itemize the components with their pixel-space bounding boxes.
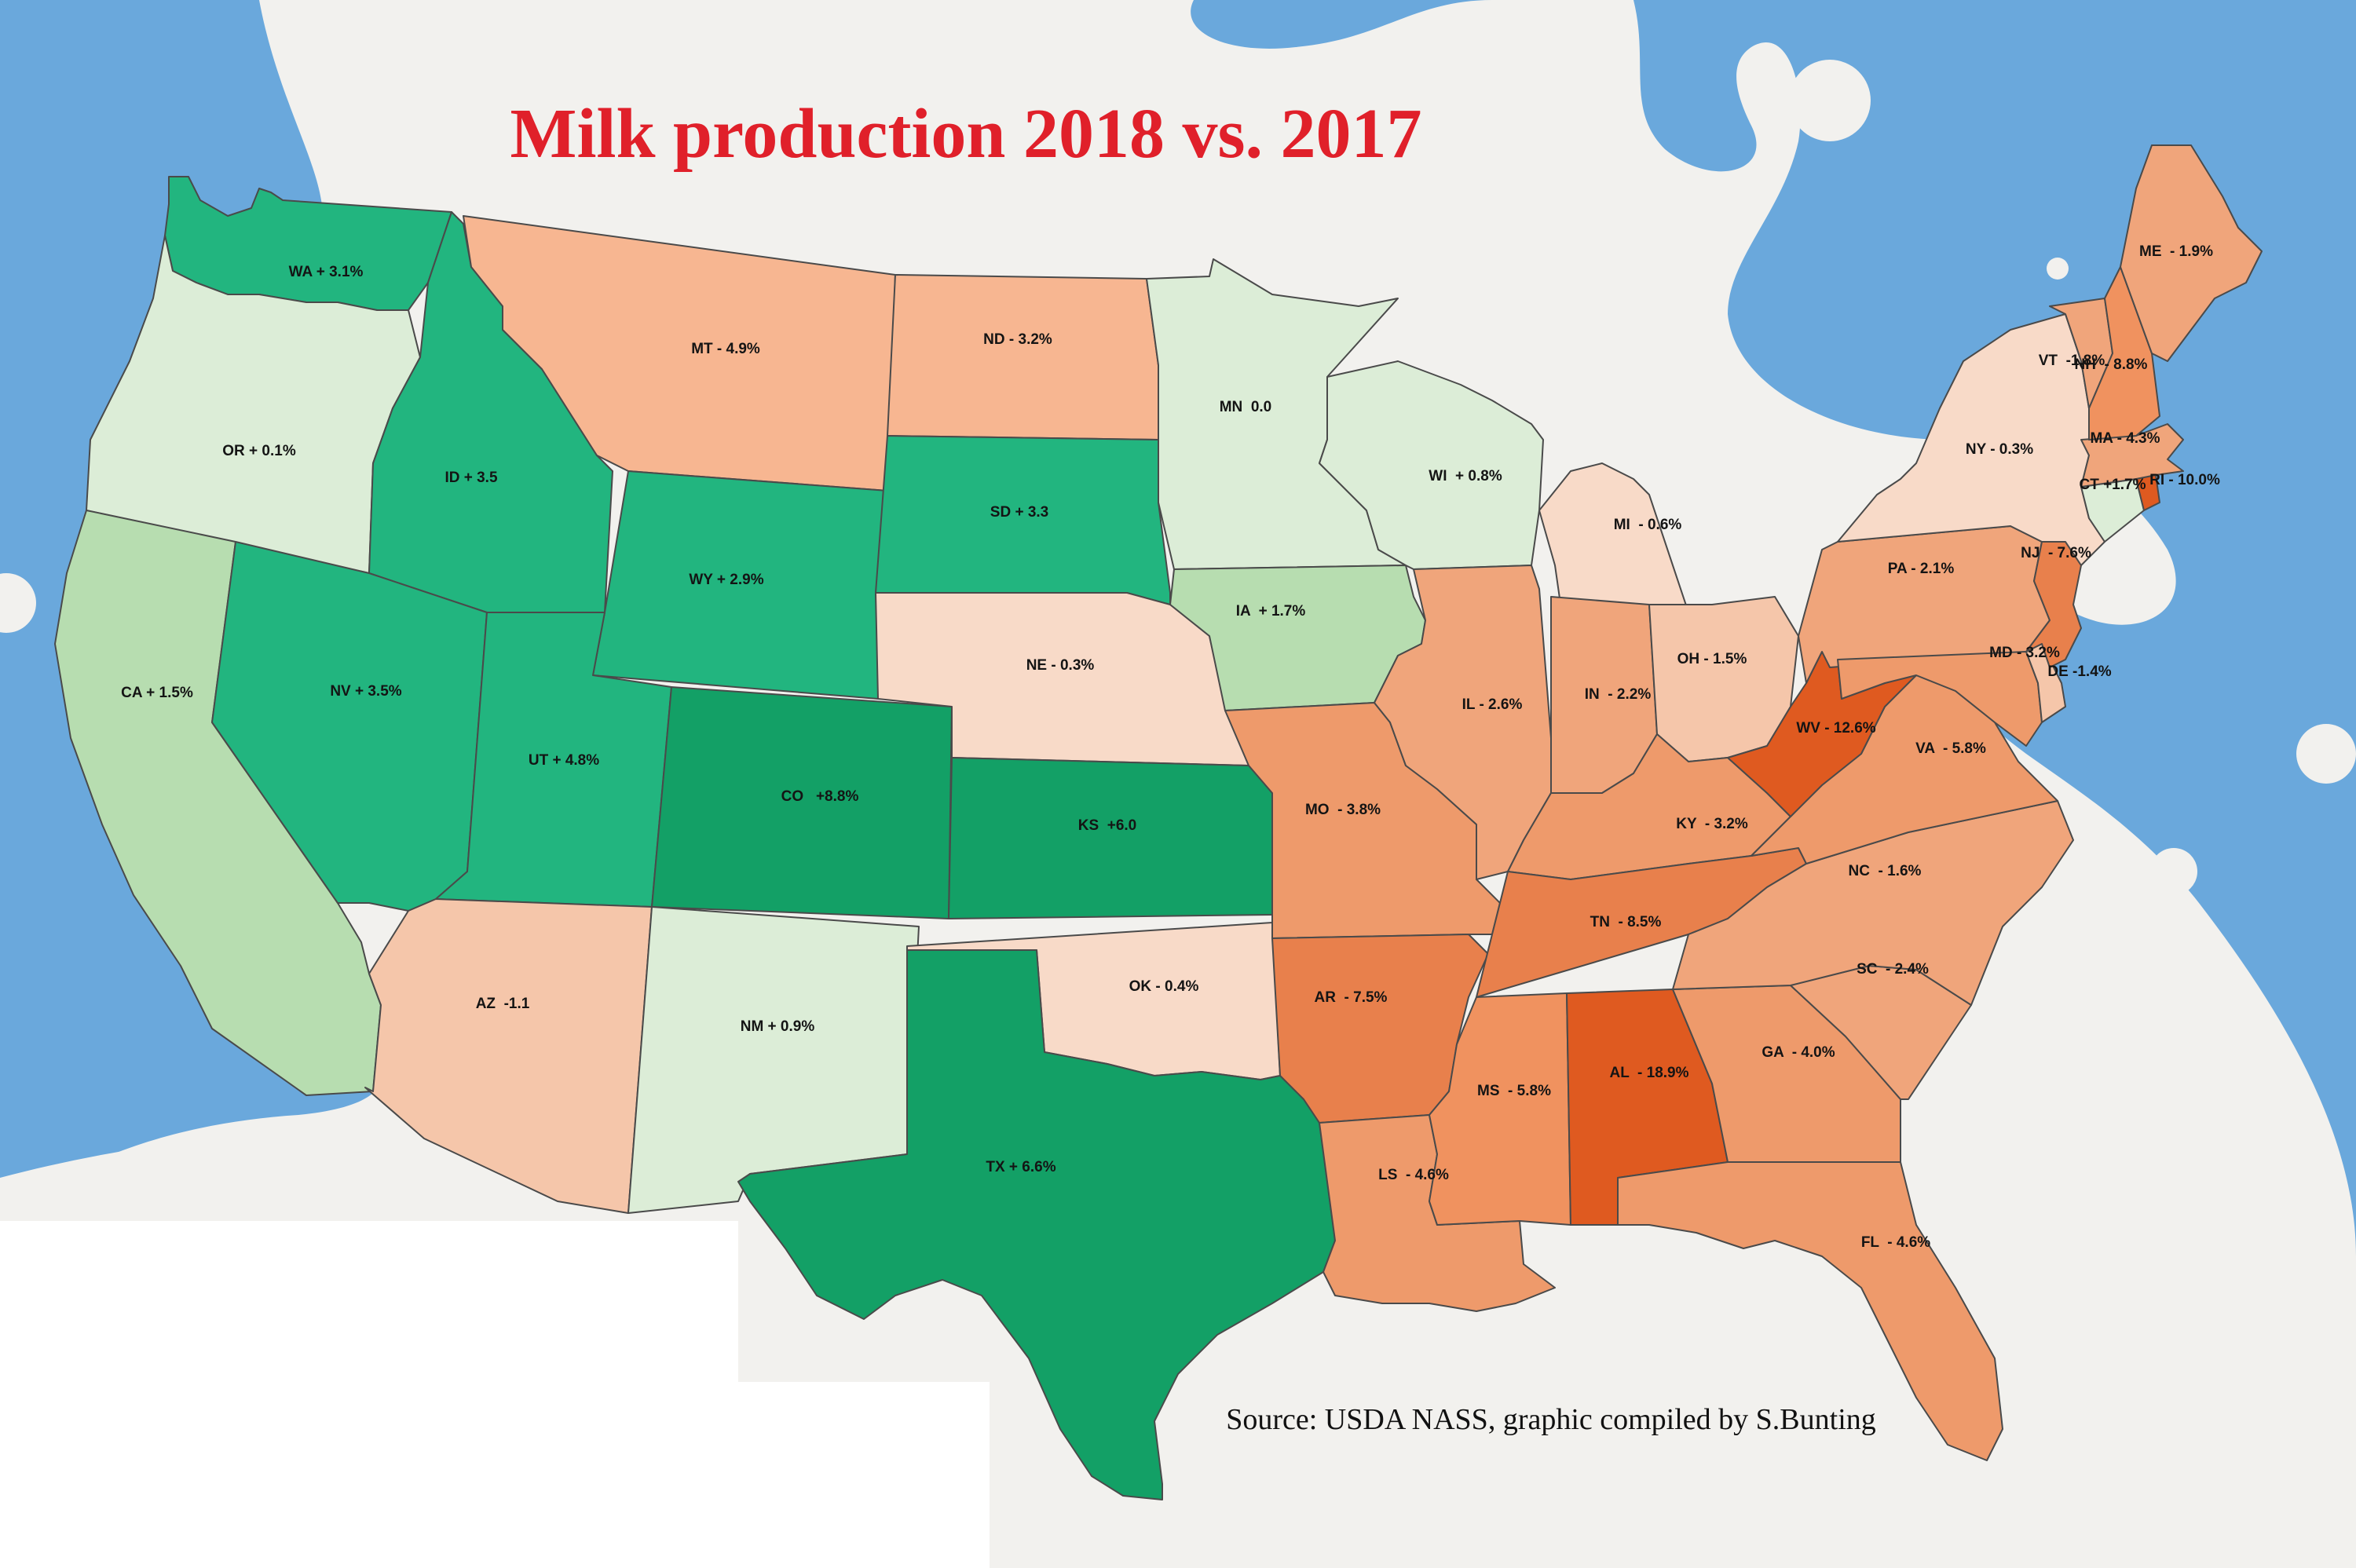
milk-droplet <box>2150 848 2197 895</box>
blank-panel <box>0 1221 738 1568</box>
state-nd <box>887 274 1159 440</box>
state-label-ny: NY - 0.3% <box>1966 441 2033 458</box>
state-label-tx: TX + 6.6% <box>986 1159 1055 1175</box>
states-layer <box>54 144 2263 1500</box>
state-label-nj: NJ - 7.6% <box>2021 545 2091 561</box>
state-label-co: CO +8.8% <box>781 788 859 805</box>
state-label-ri: RI - 10.0% <box>2149 472 2220 488</box>
state-label-ne: NE - 0.3% <box>1026 657 1095 674</box>
state-tx <box>737 949 1336 1500</box>
state-label-ar: AR - 7.5% <box>1315 989 1388 1006</box>
state-label-ma: MA - 4.3% <box>2090 430 2160 447</box>
state-label-ia: IA + 1.7% <box>1236 603 1306 620</box>
map-title: Milk production 2018 vs. 2017 <box>510 95 1422 173</box>
state-label-md: MD - 3.2% <box>1989 645 2060 661</box>
milk-droplet <box>2047 258 2069 280</box>
milk-droplet <box>2059 980 2075 996</box>
state-label-mn: MN 0.0 <box>1220 399 1272 415</box>
state-label-fl: FL - 4.6% <box>1861 1234 1930 1251</box>
source-credit: Source: USDA NASS, graphic compiled by S… <box>1226 1403 1876 1436</box>
state-label-sd: SD + 3.3 <box>990 504 1048 521</box>
milk-droplet <box>2296 724 2356 784</box>
state-label-ct: CT +1.7% <box>2079 477 2146 493</box>
blank-panel <box>730 1382 990 1568</box>
state-label-il: IL - 2.6% <box>1462 696 1523 713</box>
milk-droplet <box>1789 60 1871 141</box>
state-wy <box>592 470 888 700</box>
state-label-ky: KY - 3.2% <box>1676 816 1748 832</box>
state-label-ca: CA + 1.5% <box>121 685 193 701</box>
state-label-wi: WI + 0.8% <box>1429 468 1502 484</box>
state-label-ga: GA - 4.0% <box>1762 1044 1835 1061</box>
state-label-va: VA - 5.8% <box>1915 740 1986 757</box>
state-mi <box>1538 462 1689 621</box>
milk-droplet <box>2136 1228 2211 1303</box>
state-label-nv: NV + 3.5% <box>330 683 401 700</box>
state-label-nh: NH - 8.8% <box>2075 356 2148 373</box>
state-or <box>86 235 421 574</box>
state-md <box>1837 651 2043 747</box>
state-label-in: IN - 2.2% <box>1585 686 1652 703</box>
state-label-ls: LS - 4.6% <box>1378 1167 1449 1183</box>
labels-layer: WA + 3.1% OR + 0.1% CA + 1.5% ID + 3.5 NV + … <box>121 243 2220 1251</box>
state-label-mo: MO - 3.8% <box>1305 802 1381 818</box>
state-label-al: AL - 18.9% <box>1609 1065 1688 1081</box>
state-label-de: DE -1.4% <box>2047 663 2111 680</box>
state-label-id: ID + 3.5 <box>444 470 497 486</box>
state-label-nc: NC - 1.6% <box>1849 863 1922 879</box>
state-label-mt: MT - 4.9% <box>691 341 760 357</box>
state-label-az: AZ -1.1 <box>476 996 530 1012</box>
state-ma <box>2080 423 2184 488</box>
state-label-ut: UT + 4.8% <box>529 752 599 769</box>
state-label-nd: ND - 3.2% <box>983 331 1052 348</box>
state-label-oh: OH - 1.5% <box>1677 651 1747 667</box>
state-label-mi: MI - 0.6% <box>1614 517 1682 533</box>
state-label-me: ME - 1.9% <box>2139 243 2213 260</box>
state-ny <box>1837 313 2105 566</box>
state-label-nm: NM + 0.9% <box>741 1018 815 1035</box>
state-label-ks: KS +6.0 <box>1078 817 1136 834</box>
milk-droplet <box>0 573 36 633</box>
state-label-or: OR + 0.1% <box>222 443 296 459</box>
state-az <box>364 898 653 1214</box>
state-label-ok: OK - 0.4% <box>1129 978 1199 995</box>
state-fl <box>1617 1161 2003 1461</box>
state-label-vt: VT -1.8% <box>2039 353 2105 369</box>
state-label-tn: TN - 8.5% <box>1590 914 1662 930</box>
state-label-wa: WA + 3.1% <box>289 264 364 280</box>
state-label-wy: WY + 2.9% <box>689 572 763 588</box>
state-label-pa: PA - 2.1% <box>1888 561 1955 577</box>
state-label-ms: MS - 5.8% <box>1477 1083 1551 1099</box>
state-nc <box>1672 800 2074 1006</box>
state-me <box>2120 144 2263 362</box>
state-label-wv: WV - 12.6% <box>1796 720 1875 736</box>
state-il <box>1374 565 1552 880</box>
state-ks <box>948 757 1273 919</box>
state-label-sc: SC - 2.4% <box>1857 961 1929 978</box>
